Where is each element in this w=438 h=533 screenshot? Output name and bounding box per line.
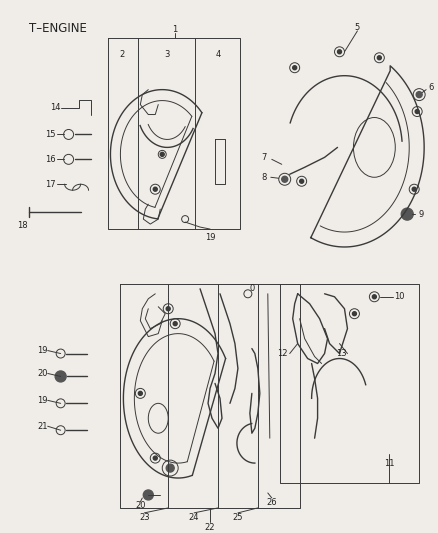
Circle shape: [160, 152, 164, 156]
Text: 12: 12: [278, 349, 288, 358]
Text: 8: 8: [261, 173, 266, 182]
Text: 17: 17: [46, 180, 56, 189]
Circle shape: [353, 312, 357, 316]
Text: 2: 2: [120, 50, 125, 59]
Text: 24: 24: [189, 513, 199, 522]
Circle shape: [166, 464, 174, 472]
Text: 26: 26: [266, 498, 277, 507]
Circle shape: [173, 322, 177, 326]
Text: 6: 6: [428, 83, 434, 92]
Circle shape: [293, 66, 297, 70]
Circle shape: [55, 371, 66, 382]
Text: 0: 0: [249, 284, 254, 293]
Text: 4: 4: [215, 50, 221, 59]
Text: 20: 20: [38, 369, 48, 378]
Circle shape: [300, 179, 304, 183]
Text: 15: 15: [46, 130, 56, 139]
Text: 1: 1: [173, 26, 178, 34]
Text: 13: 13: [336, 349, 347, 358]
Circle shape: [412, 187, 416, 191]
Text: 19: 19: [205, 232, 215, 241]
Text: 3: 3: [165, 50, 170, 59]
Text: 7: 7: [261, 153, 266, 162]
Text: 19: 19: [38, 346, 48, 355]
Text: 21: 21: [38, 422, 48, 431]
Circle shape: [401, 208, 413, 220]
Text: 14: 14: [50, 103, 61, 112]
Text: 5: 5: [355, 23, 360, 33]
Circle shape: [143, 490, 153, 500]
Circle shape: [153, 456, 157, 460]
Text: 18: 18: [18, 221, 28, 230]
Text: 19: 19: [38, 396, 48, 405]
Text: 11: 11: [384, 458, 395, 467]
Text: 20: 20: [135, 502, 145, 511]
Text: 16: 16: [46, 155, 56, 164]
Circle shape: [166, 306, 170, 311]
Circle shape: [282, 176, 288, 182]
Circle shape: [138, 391, 142, 395]
Text: 22: 22: [205, 523, 215, 532]
Circle shape: [415, 110, 419, 114]
Text: 25: 25: [233, 513, 243, 522]
Circle shape: [338, 50, 342, 54]
Circle shape: [372, 295, 376, 299]
Text: T–ENGINE: T–ENGINE: [29, 22, 87, 35]
Text: 10: 10: [394, 292, 405, 301]
Circle shape: [416, 92, 422, 98]
Circle shape: [378, 56, 381, 60]
Text: 23: 23: [139, 513, 150, 522]
Circle shape: [153, 187, 157, 191]
Text: 9: 9: [419, 209, 424, 219]
